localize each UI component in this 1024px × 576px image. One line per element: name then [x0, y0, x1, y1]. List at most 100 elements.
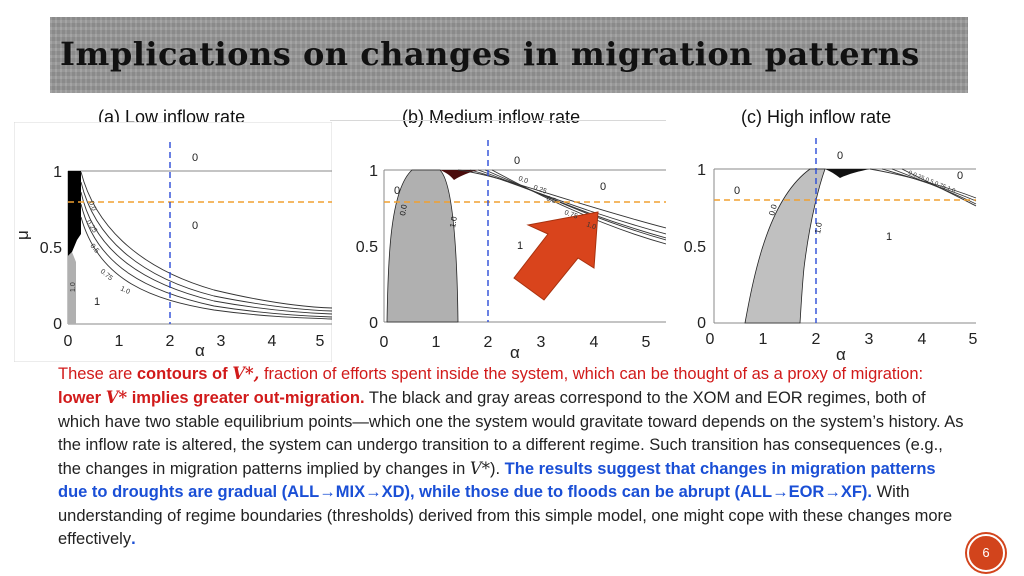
plot-c-contours	[869, 168, 977, 207]
slide-title: Implications on changes in migration pat…	[60, 35, 920, 73]
panel-b-prefix: (b)	[402, 107, 424, 127]
plot-c-gray-label-left: 0.0	[767, 203, 779, 217]
caption-part-12: With understanding of regime boundaries …	[58, 483, 953, 549]
plot-a-xtick-3: 3	[217, 333, 226, 350]
caption-part-4: fraction of efforts spent inside the sys…	[259, 365, 924, 383]
plot-b-xtick-3: 3	[537, 334, 546, 351]
plot-a-contour-label-0: 0.0	[87, 200, 97, 212]
plot-c-label-0-top: 0	[837, 150, 843, 162]
panel-c-prefix: (c)	[741, 107, 762, 127]
plot-c-gray-label-right: 1.0	[813, 221, 824, 234]
plot-c-ytick-1: 0.5	[684, 239, 706, 256]
page-number-badge: 6	[967, 534, 1005, 572]
plot-a: 0 0 1 0.0 0.25 0.5 0.75 1.0 1.0 0 1 2 3 …	[14, 122, 332, 362]
caption-part-10: ).	[490, 460, 505, 479]
caption-part-8: The black and gray areas correspond to t…	[58, 389, 964, 479]
panel-b-text: Medium inflow rate	[429, 107, 581, 127]
plot-b-ytick-1: 0.5	[356, 239, 378, 256]
plot-b-label-0-left: 0	[394, 185, 400, 197]
plot-a-label-1: 1	[94, 296, 100, 308]
plot-b-xtick-2: 2	[484, 334, 493, 351]
plot-b-contour-label-0: 0.0	[517, 175, 529, 185]
plot-c-y-ticks: 0 0.5 1	[684, 162, 706, 332]
caption-vstar-1: V*,	[232, 364, 260, 383]
plot-c-gray-region	[744, 168, 826, 324]
plot-b-gray-label-left: 0.0	[398, 203, 409, 216]
plot-a-ytick-2: 1	[53, 164, 62, 181]
plot-b-label-0-right: 0	[600, 181, 606, 193]
plot-b-contours	[457, 169, 666, 245]
plot-c-label-1: 1	[886, 231, 892, 243]
plot-b-contour-label-3: 0.75	[563, 209, 578, 220]
caption-part-5: lower	[58, 389, 106, 408]
plot-b-y-ticks: 0 0.5 1	[356, 163, 378, 332]
plot-c-label-0-left: 0	[734, 185, 740, 197]
plot-a-xtick-2: 2	[166, 333, 175, 350]
plot-a-y-ticks: 0 0.5 1	[40, 164, 62, 333]
plot-b-red-arrow	[513, 211, 599, 301]
plot-c-xlabel: α	[836, 345, 846, 364]
plot-b-ytick-0: 0	[369, 315, 378, 332]
panel-title-c: (c) High inflow rate	[741, 107, 891, 128]
plot-b-xtick-4: 4	[590, 334, 599, 351]
plot-a-svg: 0 0 1 0.0 0.25 0.5 0.75 1.0 1.0 0 1 2 3 …	[14, 122, 332, 362]
plot-b-svg: 0 0 0 1 0.0 0.25 0.5 0.75 1.0 0.0 1.0 0 …	[330, 120, 666, 362]
plot-b-xlabel: α	[510, 343, 520, 362]
panel-c-text: High inflow rate	[767, 107, 892, 127]
plot-a-gray-region	[68, 252, 76, 324]
plot-b-xtick-1: 1	[432, 334, 441, 351]
plot-a-black-region	[68, 171, 81, 256]
plot-b-label-0-top: 0	[514, 155, 520, 167]
plot-a-ylabel: μ	[14, 230, 32, 240]
plot-b-contour-label-4: 1.0	[585, 221, 597, 231]
plot-a-contours	[80, 171, 332, 320]
plot-b-contour-label-2: 0.5	[545, 195, 557, 205]
plot-b-x-ticks: 0 1 2 3 4 5	[380, 334, 651, 351]
plot-b-label-1: 1	[517, 240, 523, 252]
plot-c-xtick-0: 0	[706, 331, 715, 348]
caption-part-2: contours of	[136, 365, 233, 383]
plot-c-xtick-5: 5	[969, 331, 978, 348]
plot-c-ytick-0: 0	[697, 315, 706, 332]
plot-a-xlabel: α	[195, 341, 205, 360]
plot-c-x-ticks: 0 1 2 3 4 5	[706, 331, 978, 348]
plot-c-xtick-3: 3	[865, 331, 874, 348]
plot-c-xtick-4: 4	[918, 331, 927, 348]
caption-vstar-2: V*	[105, 388, 128, 408]
title-bar: Implications on changes in migration pat…	[50, 17, 968, 93]
plot-a-contour-label-4: 1.0	[119, 285, 131, 296]
plot-a-label-0-mid: 0	[192, 220, 198, 232]
plot-a-frame	[14, 122, 332, 362]
plot-b-gray-label-right: 1.0	[448, 215, 459, 228]
caption-vstar-3: V*	[469, 459, 490, 479]
plot-a-label-0-top: 0	[192, 152, 198, 164]
plot-b-contour-label-1: 0.25	[532, 184, 547, 195]
plot-a-xtick-1: 1	[115, 333, 124, 350]
plot-c-xtick-1: 1	[759, 331, 768, 348]
plot-a-xtick-5: 5	[316, 333, 325, 350]
plot-a-contour-label-2: 0.5	[88, 243, 100, 255]
plot-c-label-0-right: 0	[957, 170, 963, 182]
plot-a-ytick-0: 0	[53, 316, 62, 333]
plot-c-xtick-2: 2	[812, 331, 821, 348]
plot-a-xtick-4: 4	[268, 333, 277, 350]
plot-c: 0 0 0 1 0.0.25.0.5.0.75.1.0 0.0 1.0 0 1 …	[670, 138, 988, 364]
plot-a-xtick-0: 0	[64, 333, 73, 350]
plot-a-label-bottom: 1.0	[70, 282, 77, 292]
plot-a-x-ticks: 0 1 2 3 4 5	[64, 333, 325, 350]
plot-c-svg: 0 0 0 1 0.0.25.0.5.0.75.1.0 0.0 1.0 0 1 …	[684, 138, 978, 364]
caption-part-13: .	[131, 530, 136, 549]
caption-part-1: These are	[58, 365, 137, 383]
panel-title-b: (b) Medium inflow rate	[402, 107, 580, 128]
plot-b-xtick-5: 5	[642, 334, 651, 351]
caption-part-11: The results suggest that changes in migr…	[58, 460, 936, 502]
plot-b-ytick-2: 1	[369, 163, 378, 180]
plot-b-xtick-0: 0	[380, 334, 389, 351]
plot-c-black-region	[825, 169, 870, 178]
plot-c-contour-labels: 0.0.25.0.5.0.75.1.0	[907, 170, 956, 195]
plot-b-black-region	[440, 170, 478, 180]
caption-part-7: implies greater out-migration.	[127, 389, 365, 408]
caption-paragraph: These are contours of V*, fraction of ef…	[58, 362, 968, 551]
plot-b: 0 0 0 1 0.0 0.25 0.5 0.75 1.0 0.0 1.0 0 …	[330, 120, 666, 362]
plot-a-ytick-1: 0.5	[40, 240, 62, 257]
